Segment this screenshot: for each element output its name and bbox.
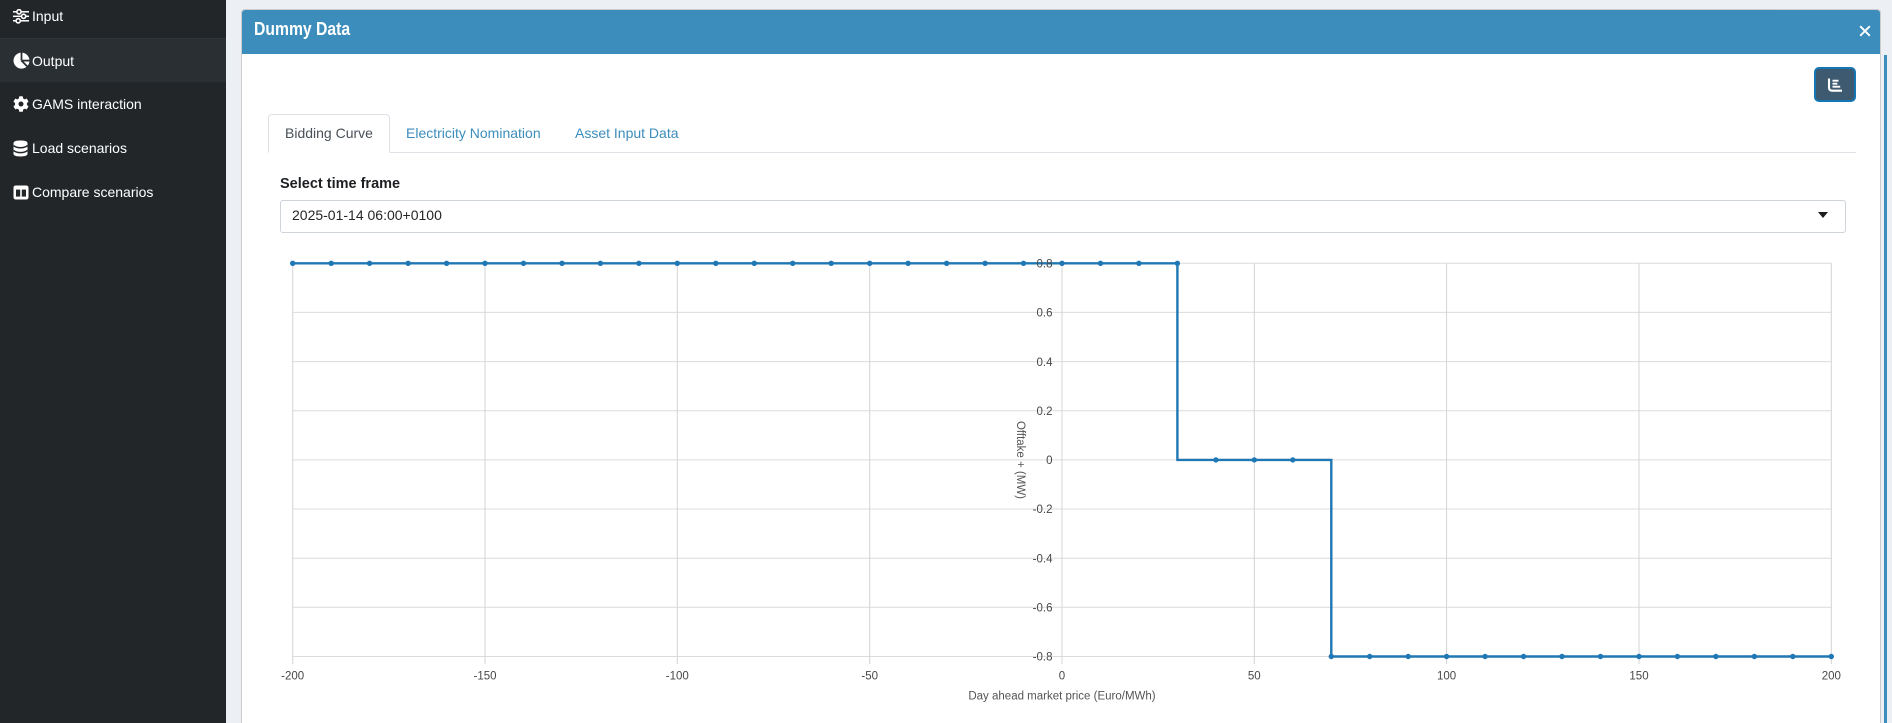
svg-text:-0.4: -0.4 (1033, 553, 1053, 565)
svg-text:0: 0 (1059, 671, 1065, 683)
svg-text:Day ahead market price (Euro/M: Day ahead market price (Euro/MWh) (968, 691, 1155, 703)
svg-text:0.8: 0.8 (1037, 259, 1053, 271)
svg-text:150: 150 (1629, 671, 1648, 683)
svg-text:-150: -150 (473, 671, 496, 683)
svg-text:0.4: 0.4 (1037, 357, 1054, 369)
svg-text:-0.8: -0.8 (1033, 652, 1053, 664)
svg-text:50: 50 (1248, 671, 1261, 683)
svg-text:0.2: 0.2 (1037, 406, 1053, 418)
svg-text:-0.2: -0.2 (1033, 504, 1053, 516)
svg-text:-200: -200 (281, 671, 304, 683)
svg-text:-0.6: -0.6 (1033, 603, 1053, 615)
svg-text:0.6: 0.6 (1037, 308, 1053, 320)
svg-text:100: 100 (1437, 671, 1456, 683)
svg-text:-100: -100 (666, 671, 689, 683)
svg-text:Offtake + (MW): Offtake + (MW) (1014, 421, 1026, 499)
svg-text:-50: -50 (861, 671, 878, 683)
svg-text:0: 0 (1046, 455, 1052, 467)
svg-text:200: 200 (1822, 671, 1841, 683)
